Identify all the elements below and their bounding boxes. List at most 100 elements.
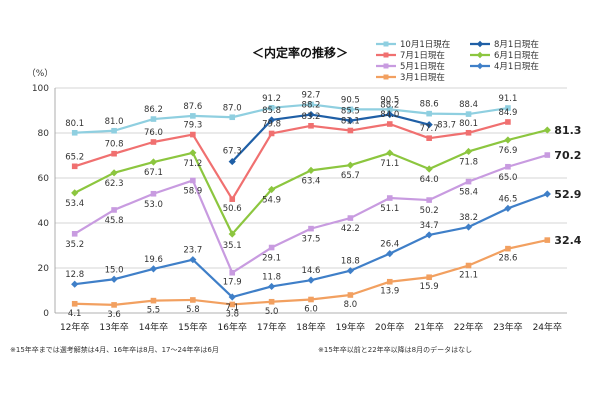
data-point [268,282,276,291]
legend-swatch-marker [383,52,389,58]
data-label: 88.4 [459,100,478,110]
data-point [110,169,118,177]
data-label: 3.6 [107,310,121,320]
data-label: 46.5 [498,194,517,204]
data-label: 92.7 [302,90,321,100]
data-label: 63.4 [302,176,321,186]
note-right: ※15年卒以前と22年卒以降は8月のデータはなし [318,345,472,354]
legend-swatch-marker [476,40,484,48]
data-point [307,166,315,174]
data-label: 83.2 [302,112,321,122]
data-label: 85.5 [341,107,360,117]
legend-swatch-marker [383,41,389,47]
legend-item: 10月1日現在 [376,39,450,50]
y-tick-label: 0 [43,309,49,319]
series-2 [71,119,511,202]
data-label: 87.6 [183,102,202,112]
y-axis-unit: （%） [27,68,54,79]
data-point [229,196,236,202]
data-point [71,189,79,197]
data-point [426,135,432,141]
legend-label: 8月1日現在 [494,39,539,50]
data-label: 15.9 [420,282,439,292]
y-tick-label: 40 [38,219,50,229]
data-point [426,274,432,281]
data-point [543,190,551,198]
data-point [544,237,551,243]
x-tick-label: 18年卒 [296,321,325,333]
x-tick-label: 13年卒 [99,321,128,333]
data-point [228,293,236,301]
data-label: 81.3 [554,124,581,137]
legend-label: 7月1日現在 [400,50,445,61]
data-label: 84.0 [380,110,399,120]
data-label: 45.8 [105,216,124,226]
data-label: 18.8 [341,257,360,267]
x-tick-label: 20年卒 [375,321,404,333]
legend-swatch-marker [476,62,484,70]
x-tick-label: 17年卒 [257,321,286,333]
data-point [111,207,117,213]
data-label: 17.9 [223,278,242,288]
data-point [386,195,393,201]
data-point [347,215,354,221]
data-label: 26.4 [380,240,399,250]
legend-item: 8月1日現在 [470,39,539,50]
data-label: 71.2 [183,159,202,169]
data-point [308,225,314,232]
data-point [426,110,432,117]
data-label: 87.0 [223,103,242,113]
data-label: 83.7 [437,121,456,131]
data-point [150,297,157,304]
data-point [228,230,236,238]
x-tick-label: 23年卒 [493,321,522,333]
data-label: 32.4 [554,234,581,247]
data-point [543,126,551,134]
data-point [464,223,473,231]
series-line [231,113,430,163]
data-point [346,117,354,125]
data-label: 23.7 [183,246,202,256]
data-point [229,301,236,308]
legend-label: 5月1日現在 [400,61,445,72]
data-point [189,256,197,264]
data-point [386,250,394,258]
data-label: 88.6 [420,100,439,110]
data-label: 28.6 [498,254,517,264]
series-3 [71,126,551,238]
x-tick-label: 12年卒 [60,321,89,333]
data-point [149,158,158,166]
data-point [308,296,314,303]
legend-label: 6月1日現在 [494,50,539,61]
data-point [268,244,275,251]
data-label: 71.1 [380,159,399,169]
data-point [150,139,157,145]
x-tick-label: 14年卒 [139,321,168,333]
data-label: 5.0 [265,307,279,317]
data-label: 91.1 [498,94,517,104]
data-label: 52.9 [554,188,581,201]
legend-item: 3月1日現在 [376,72,445,83]
data-point [150,190,157,197]
data-point [505,163,511,170]
data-point [190,113,196,119]
data-label: 3.8 [225,309,239,319]
data-label: 34.7 [420,221,439,231]
data-labels: 80.1 81.0 86.2 87.6 87.0 91.2 92.7 90.5 90.5 88.6… [65,90,582,319]
data-label: 79.3 [183,121,202,131]
data-point [425,121,433,129]
series-1 [228,110,433,166]
data-point [504,136,512,144]
note-left: ※15年卒までは選考解禁は4月、16年卒は8月、17～24年卒は6月 [10,345,219,354]
y-tick-label: 100 [32,84,49,94]
series-4 [71,152,551,276]
data-point [268,105,275,111]
data-point [71,129,78,136]
data-label: 29.1 [262,254,281,264]
data-label: 54.9 [262,195,281,205]
data-point [71,231,78,237]
data-label: 35.2 [65,240,84,250]
series-group [71,101,551,308]
data-point [426,197,432,203]
